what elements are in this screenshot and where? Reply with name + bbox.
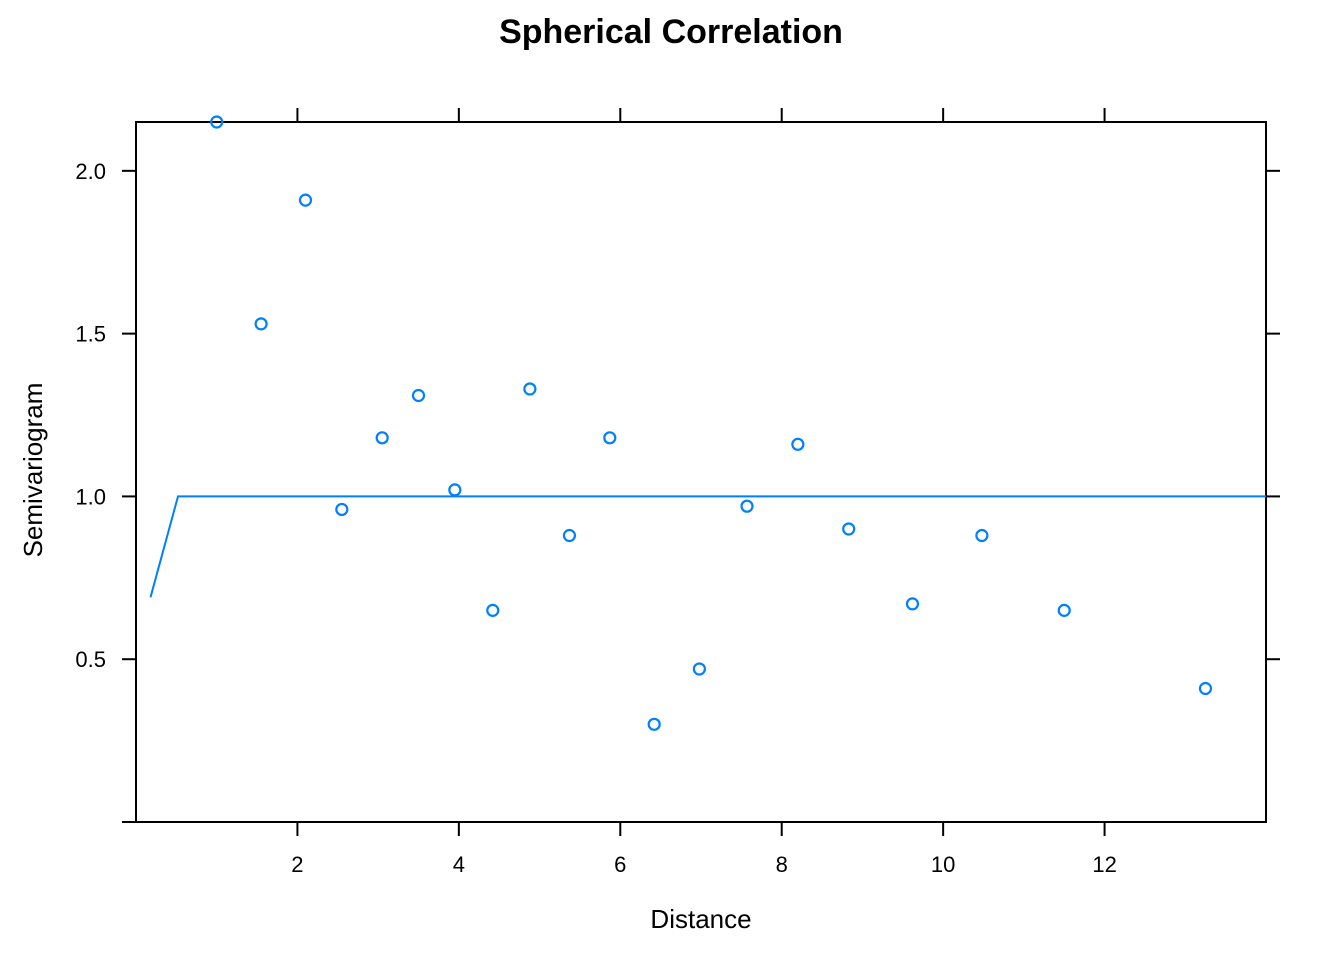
x-tick-label: 2 (291, 852, 303, 877)
data-point (254, 317, 268, 331)
data-point (647, 717, 661, 731)
data-point (486, 603, 500, 617)
data-point (1198, 681, 1213, 696)
data-point (791, 437, 805, 451)
data-point (740, 499, 754, 513)
data-point (603, 431, 617, 445)
data-point (523, 382, 537, 396)
data-point (335, 502, 349, 517)
y-tick-label: 1.0 (75, 484, 106, 509)
x-tick-label: 12 (1092, 852, 1116, 877)
x-tick-label: 10 (931, 852, 955, 877)
y-tick-label: 0.5 (75, 647, 106, 672)
x-tick-label: 4 (453, 852, 465, 877)
x-tick-label: 8 (776, 852, 788, 877)
data-point (448, 483, 462, 497)
data-point (375, 431, 389, 445)
y-axis-label: Semivariogram (18, 383, 48, 558)
plot-frame (135, 121, 1267, 823)
data-point (562, 528, 577, 543)
x-axis: 2 4 6 8 10 12 (291, 108, 1117, 877)
y-tick-label: 2.0 (75, 159, 106, 184)
data-point (298, 193, 313, 207)
series-layer (149, 115, 1266, 731)
data-point (975, 528, 989, 543)
y-tick-label: 1.5 (75, 322, 106, 347)
data-point (692, 662, 706, 676)
x-axis-label: Distance (650, 904, 751, 934)
data-point (411, 388, 426, 403)
chart-title: Spherical Correlation (499, 13, 843, 51)
fitted-line (149, 495, 1266, 598)
data-point (210, 115, 224, 129)
data-point (1057, 603, 1071, 617)
data-point (905, 597, 920, 611)
x-tick-label: 6 (614, 852, 626, 877)
y-axis: 0.5 1.0 1.5 2.0 (75, 159, 1280, 823)
data-point (842, 522, 856, 536)
